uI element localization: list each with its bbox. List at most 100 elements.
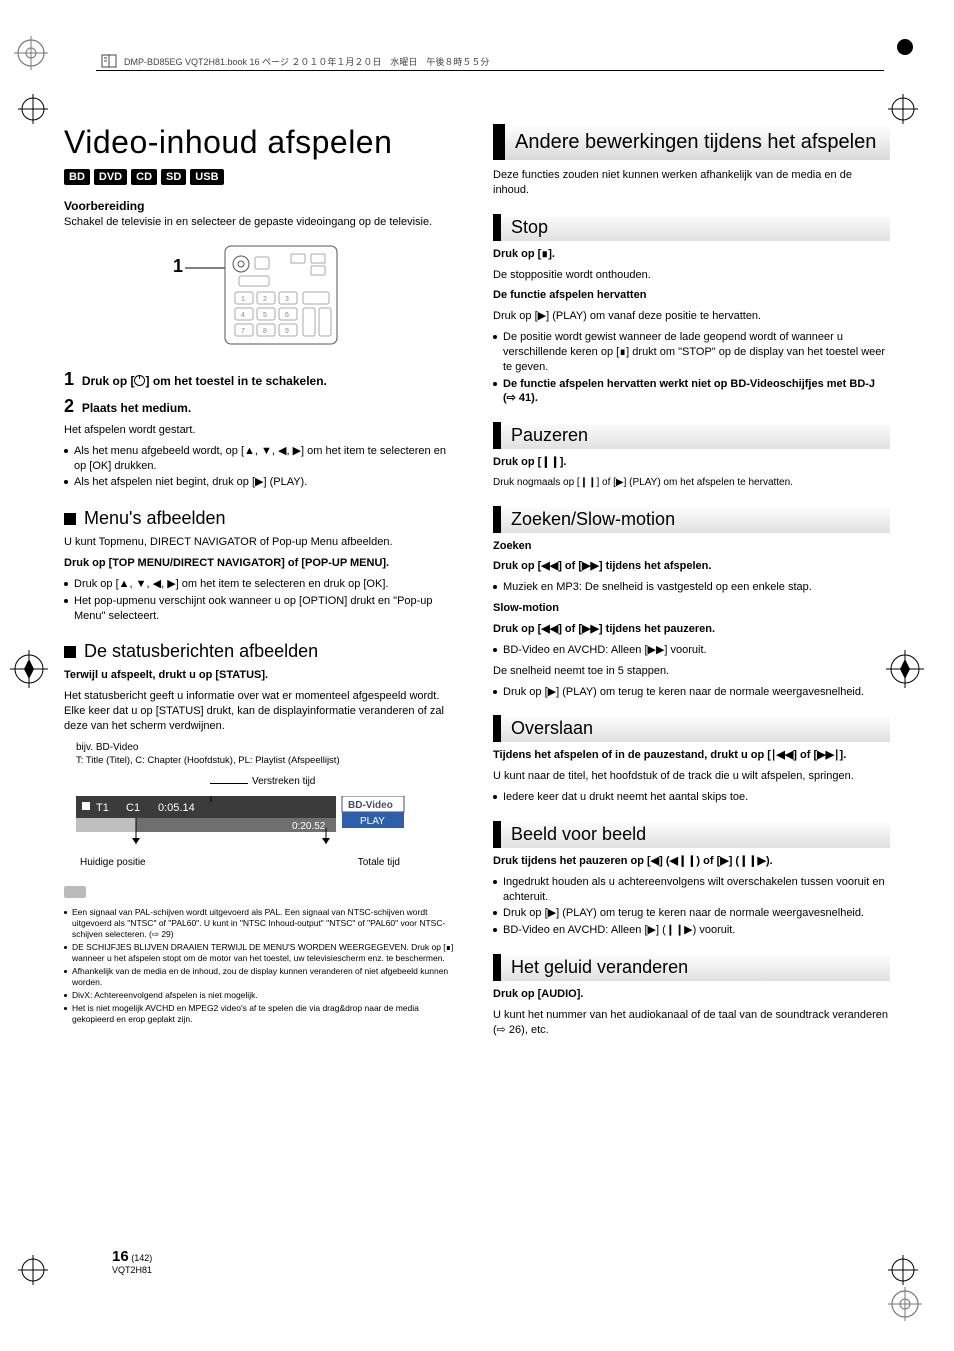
disp-sub: T: Title (Titel), C: Chapter (Hoofdstuk)…: [76, 755, 461, 766]
menus-p: U kunt Topmenu, DIRECT NAVIGATOR of Pop-…: [64, 535, 461, 550]
svg-text:3: 3: [285, 296, 289, 303]
crop-mark-tr: [894, 36, 916, 58]
skip-heading: Overslaan: [493, 715, 890, 742]
note-4: Het is niet mogelijk AVCHD en MPEG2 vide…: [64, 1003, 461, 1025]
search-b3: Druk op [▶] (PLAY) om terug te keren naa…: [493, 685, 890, 700]
page-title: Video-inhoud afspelen: [64, 124, 461, 161]
note-2: Afhankelijk van de media en de inhoud, z…: [64, 966, 461, 988]
search-l1: Zoeken: [493, 539, 890, 554]
svg-text:0:20.52: 0:20.52: [292, 821, 326, 832]
svg-text:9: 9: [285, 328, 289, 335]
notes-icon: [64, 886, 86, 898]
pause-heading: Pauzeren: [493, 422, 890, 449]
badge-sd: SD: [161, 169, 186, 185]
step-marker-1: 1: [173, 256, 183, 276]
stop-heading: Stop: [493, 214, 890, 241]
svg-text:BD-Video: BD-Video: [348, 800, 393, 811]
book-icon: [100, 52, 118, 70]
step2-txt: Plaats het medium.: [82, 401, 191, 415]
disp-elapsed: Verstreken tijd: [252, 776, 315, 787]
page-footer: 16 (142) VQT2H81: [112, 1248, 152, 1275]
book-header: DMP-BD85EG VQT2H81.book 16 ページ ２０１０年１月２０…: [100, 52, 489, 70]
header-rule: [96, 70, 884, 71]
reg-mark-r1: [888, 94, 918, 124]
stop-l4: Druk op [▶] (PLAY) om vanaf deze positie…: [493, 309, 890, 324]
right-main-heading: Andere bewerkingen tijdens het afspelen: [493, 124, 890, 160]
status-heading: De statusberichten afbeelden: [64, 641, 461, 662]
audio-heading: Het geluid veranderen: [493, 954, 890, 981]
search-heading: Zoeken/Slow-motion: [493, 506, 890, 533]
status-p: Het statusbericht geeft u informatie ove…: [64, 689, 461, 734]
display-example: bijv. BD-Video T: Title (Titel), C: Chap…: [76, 742, 461, 868]
svg-text:C1: C1: [126, 802, 140, 814]
right-column: Andere bewerkingen tijdens het afspelen …: [493, 124, 890, 1044]
step2-b2: Als het afspelen niet begint, druk op [▶…: [64, 475, 461, 490]
power-icon: [134, 375, 145, 386]
badge-cd: CD: [131, 169, 157, 185]
stop-b2: De functie afspelen hervatten werkt niet…: [493, 377, 890, 407]
reg-mark-l3: [18, 1255, 48, 1285]
audio-l2: U kunt het nummer van het audiokanaal of…: [493, 1008, 890, 1038]
book-header-text: DMP-BD85EG VQT2H81.book 16 ページ ２０１０年１月２０…: [124, 55, 489, 68]
note-0: Een signaal van PAL-schijven wordt uitge…: [64, 907, 461, 940]
svg-text:4: 4: [241, 312, 245, 319]
menus-b1: Druk op [▲, ▼, ◀, ▶] om het item te sele…: [64, 577, 461, 592]
pause-l1: Druk op [❙❙].: [493, 455, 890, 470]
search-l3: Slow-motion: [493, 601, 890, 616]
svg-text:0:05.14: 0:05.14: [158, 802, 195, 814]
note-3: DivX: Achtereenvolgend afspelen is niet …: [64, 990, 461, 1001]
menus-b2: Het pop-upmenu verschijnt ook wanneer u …: [64, 594, 461, 624]
frame-b3: BD-Video en AVCHD: Alleen [▶] (❙❙▶) voor…: [493, 923, 890, 938]
pause-l2: Druk nogmaals op [❙❙] of [▶] (PLAY) om h…: [493, 476, 890, 490]
step-1: 1 Druk op [ ] om het toestel in te schake…: [64, 369, 461, 390]
page-sub: (142): [131, 1253, 152, 1263]
svg-text:1: 1: [241, 296, 245, 303]
crop-mark-br: [888, 1287, 922, 1321]
svg-text:5: 5: [263, 312, 267, 319]
search-b2: BD-Video en AVCHD: Alleen [▶▶] vooruit.: [493, 643, 890, 658]
skip-l1: Tijdens het afspelen of in de pauzestand…: [493, 748, 890, 763]
step2-b1: Als het menu afgebeeld wordt, op [▲, ▼, …: [64, 444, 461, 474]
search-l4: Druk op [◀◀] of [▶▶] tijdens het pauzere…: [493, 622, 890, 637]
search-p: De snelheid neemt toe in 5 stappen.: [493, 664, 890, 679]
frame-b2: Druk op [▶] (PLAY) om terug te keren naa…: [493, 906, 890, 921]
notes-box: Een signaal van PAL-schijven wordt uitge…: [64, 886, 461, 1025]
skip-b1: Iedere keer dat u drukt neemt het aantal…: [493, 790, 890, 805]
badge-usb: USB: [190, 169, 223, 185]
remote-diagram: 1: [64, 240, 461, 355]
elapsed-leader: [210, 783, 248, 784]
svg-text:T1: T1: [96, 802, 109, 814]
note-1: DE SCHIJFJES BLIJVEN DRAAIEN TERWIJL DE …: [64, 942, 461, 964]
step1-txt-a: Druk op [: [82, 374, 135, 388]
search-l2: Druk op [◀◀] of [▶▶] tijdens het afspele…: [493, 559, 890, 574]
prep-text: Schakel de televisie in en selecteer de …: [64, 215, 461, 230]
menus-heading: Menu's afbeelden: [64, 508, 461, 529]
stop-l3: De functie afspelen hervatten: [493, 288, 890, 303]
step1-num: 1: [64, 369, 74, 389]
frame-b1: Ingedrukt houden als u achtereenvolgens …: [493, 875, 890, 905]
search-b1: Muziek en MP3: De snelheid is vastgestel…: [493, 580, 890, 595]
disp-cap-l: Huidige positie: [80, 857, 146, 868]
svg-text:6: 6: [285, 312, 289, 319]
page-code: VQT2H81: [112, 1265, 152, 1275]
media-badges: BD DVD CD SD USB: [64, 169, 461, 185]
status-bold: Terwijl u afspeelt, drukt u op [STATUS].: [64, 668, 461, 683]
stop-l1: Druk op [∎].: [493, 247, 890, 262]
step1-txt-b: ] om het toestel in te schakelen.: [145, 374, 326, 388]
svg-text:PLAY: PLAY: [360, 816, 385, 827]
reg-mark-l2: [10, 650, 48, 688]
disp-cap-r: Totale tijd: [358, 857, 400, 868]
frame-heading: Beeld voor beeld: [493, 821, 890, 848]
skip-l2: U kunt naar de titel, het hoofdstuk of d…: [493, 769, 890, 784]
step-2: 2 Plaats het medium.: [64, 396, 461, 417]
reg-mark-l1: [18, 94, 48, 124]
reg-mark-r3: [888, 1255, 918, 1285]
svg-text:8: 8: [263, 328, 267, 335]
status-display-svg: T1 C1 0:05.14 0:20.52 BD-Video: [76, 796, 406, 846]
stop-l2: De stoppositie wordt onthouden.: [493, 268, 890, 283]
badge-bd: BD: [64, 169, 90, 185]
disp-label: bijv. BD-Video: [76, 742, 461, 753]
right-main-p: Deze functies zouden niet kunnen werken …: [493, 168, 890, 198]
reg-mark-r2: [886, 650, 924, 688]
step2-sub: Het afspelen wordt gestart.: [64, 423, 461, 438]
